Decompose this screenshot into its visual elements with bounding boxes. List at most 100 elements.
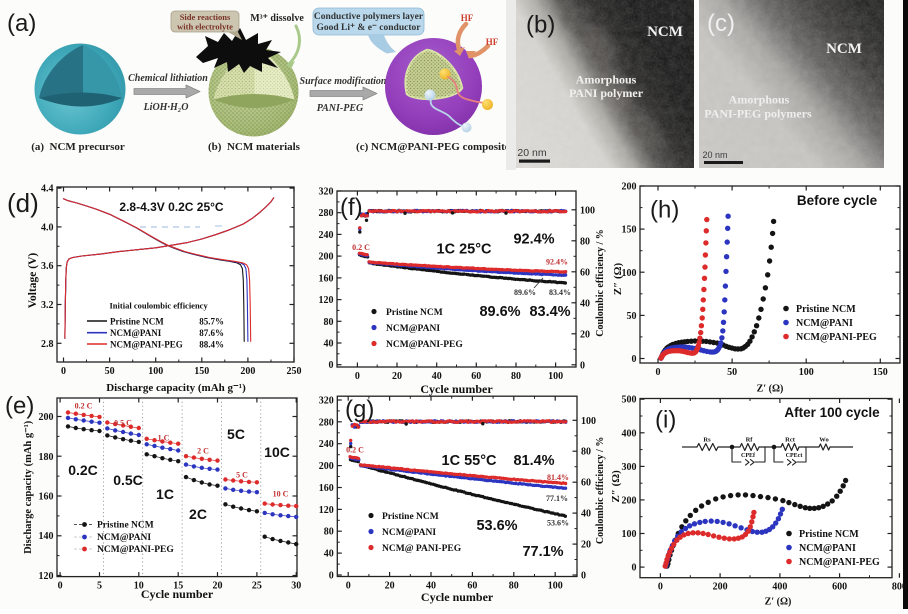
svg-text:50: 50 — [105, 366, 115, 377]
svg-text:NCM@PANI-PEG: NCM@PANI-PEG — [799, 557, 880, 568]
svg-text:100: 100 — [548, 581, 563, 592]
svg-text:320: 320 — [319, 187, 334, 198]
svg-text:0.2C: 0.2C — [68, 462, 98, 478]
svg-text:Pristine NCM: Pristine NCM — [382, 512, 439, 522]
svg-text:Amorphous: Amorphous — [576, 73, 637, 87]
svg-text:3.6: 3.6 — [41, 261, 54, 272]
svg-text:200: 200 — [622, 495, 637, 506]
svg-text:5C: 5C — [227, 426, 245, 442]
svg-text:0: 0 — [632, 354, 637, 365]
svg-text:0: 0 — [580, 360, 585, 371]
svg-text:240: 240 — [319, 439, 334, 450]
svg-text:0.2 C: 0.2 C — [346, 446, 364, 455]
svg-text:53.6%: 53.6% — [547, 519, 569, 528]
svg-text:(c): (c) — [707, 10, 735, 37]
svg-text:88.4%: 88.4% — [199, 340, 224, 350]
svg-text:Initial coulombic efficiency: Initial coulombic efficiency — [110, 301, 209, 311]
svg-text:150: 150 — [622, 225, 637, 236]
svg-text:Cycle number: Cycle number — [421, 590, 494, 604]
svg-text:50: 50 — [727, 367, 737, 378]
svg-text:3.2: 3.2 — [41, 300, 54, 311]
svg-text:150: 150 — [873, 367, 888, 378]
svg-text:250: 250 — [287, 366, 302, 377]
svg-text:120: 120 — [319, 295, 334, 306]
svg-text:160: 160 — [319, 273, 334, 284]
svg-text:1C 25°C: 1C 25°C — [437, 242, 492, 258]
svg-text:(g): (g) — [345, 396, 374, 423]
svg-text:Pristine NCM: Pristine NCM — [799, 529, 859, 540]
svg-text:200: 200 — [39, 412, 54, 423]
svg-text:NCM@PANI: NCM@PANI — [386, 324, 440, 334]
svg-text:Rf: Rf — [746, 437, 754, 444]
svg-text:400: 400 — [772, 582, 787, 593]
svg-text:Pristine NCM: Pristine NCM — [796, 304, 856, 315]
svg-text:20 nm: 20 nm — [702, 150, 727, 160]
svg-text:20: 20 — [385, 581, 395, 592]
svg-text:1C 55°C: 1C 55°C — [442, 453, 497, 469]
svg-text:60: 60 — [580, 267, 590, 278]
svg-text:80: 80 — [581, 447, 591, 458]
svg-text:100: 100 — [622, 268, 637, 279]
svg-text:HF: HF — [461, 13, 474, 23]
svg-text:0: 0 — [346, 581, 351, 592]
svg-text:300: 300 — [622, 462, 637, 473]
svg-text:Z′ (Ω): Z′ (Ω) — [765, 597, 792, 608]
svg-text:Cycle number: Cycle number — [420, 382, 493, 396]
svg-text:Good Li⁺ & e⁻ conductor: Good Li⁺ & e⁻ conductor — [317, 23, 422, 33]
svg-text:100: 100 — [581, 416, 596, 427]
svg-text:(b): (b) — [526, 12, 555, 39]
svg-text:0: 0 — [329, 571, 334, 582]
svg-text:89.6%: 89.6% — [479, 304, 520, 320]
svg-text:4.0: 4.0 — [41, 222, 54, 233]
svg-text:Rct: Rct — [785, 437, 796, 444]
svg-text:20: 20 — [580, 329, 590, 340]
svg-text:100: 100 — [548, 371, 563, 382]
svg-text:400: 400 — [622, 428, 637, 439]
svg-text:2 C: 2 C — [197, 447, 209, 456]
svg-text:NCM@PANI: NCM@PANI — [382, 528, 436, 538]
svg-text:M³⁺ dissolve: M³⁺ dissolve — [250, 13, 304, 24]
svg-text:Rs: Rs — [703, 437, 711, 444]
svg-text:0.2 C: 0.2 C — [75, 402, 93, 411]
svg-text:40: 40 — [432, 371, 442, 382]
svg-text:NCM@PANI-PEG: NCM@PANI-PEG — [110, 340, 183, 350]
svg-text:(a) NCM precursor: (a) NCM precursor — [31, 141, 125, 153]
svg-text:50: 50 — [627, 311, 637, 322]
svg-text:10: 10 — [134, 581, 144, 592]
svg-text:30: 30 — [291, 581, 301, 592]
svg-text:0.2 C: 0.2 C — [352, 243, 370, 252]
svg-text:NCM@PANI: NCM@PANI — [796, 318, 853, 329]
svg-text:PANI-PEG: PANI-PEG — [317, 103, 364, 114]
svg-text:Discharge capacity (mAh g⁻¹): Discharge capacity (mAh g⁻¹) — [106, 382, 246, 394]
svg-text:40: 40 — [324, 549, 334, 560]
svg-text:100: 100 — [580, 205, 595, 216]
svg-text:Pristine NCM: Pristine NCM — [110, 317, 164, 327]
svg-text:Surface modification: Surface modification — [300, 76, 387, 87]
svg-text:Voltage (V): Voltage (V) — [27, 253, 39, 309]
svg-text:89.6%: 89.6% — [514, 288, 536, 297]
svg-text:15: 15 — [173, 581, 183, 592]
svg-text:0: 0 — [658, 582, 663, 593]
svg-text:160: 160 — [39, 492, 54, 503]
svg-text:80: 80 — [509, 581, 519, 592]
svg-text:5 C: 5 C — [236, 471, 248, 480]
svg-text:60: 60 — [471, 371, 481, 382]
svg-text:77.1%: 77.1% — [546, 494, 568, 503]
svg-text:Coulombic efficiency / %: Coulombic efficiency / % — [595, 437, 606, 544]
svg-text:NCM@PANI-PEG: NCM@PANI-PEG — [386, 340, 463, 350]
svg-text:(f): (f) — [340, 194, 363, 221]
svg-text:LiOH·H₂O: LiOH·H₂O — [143, 102, 189, 113]
svg-text:92.4%: 92.4% — [513, 232, 554, 248]
svg-text:0: 0 — [355, 371, 360, 382]
svg-text:200: 200 — [319, 461, 334, 472]
svg-text:20 nm: 20 nm — [517, 147, 546, 159]
svg-text:NCM: NCM — [647, 24, 683, 40]
svg-text:Before cycle: Before cycle — [797, 193, 878, 208]
svg-text:160: 160 — [319, 483, 334, 494]
svg-text:83.4%: 83.4% — [549, 288, 571, 297]
svg-text:40: 40 — [580, 298, 590, 309]
svg-text:NCM@PANI: NCM@PANI — [799, 543, 856, 554]
svg-text:5: 5 — [97, 581, 102, 592]
svg-text:1C: 1C — [156, 486, 174, 502]
svg-text:0.5C: 0.5C — [113, 472, 143, 488]
